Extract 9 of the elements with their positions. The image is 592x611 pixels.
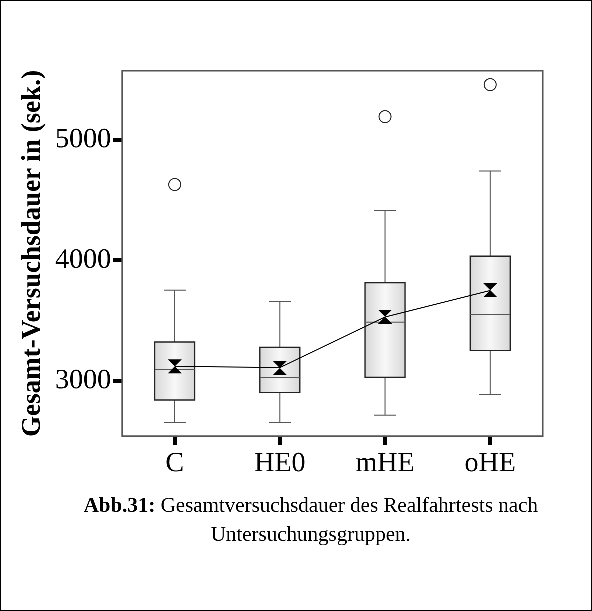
y-axis-title: Gesamt-Versuchsdauer in (sek.) [16,70,46,438]
caption: Abb.31: Gesamtversuchsdauer des Realfahrtests nach Untersuchungsgruppen. [84,493,538,546]
x-tick-label: HE0 [254,448,306,479]
x-tick-label: C [166,448,184,479]
y-tick-label: 4000 [55,244,112,275]
x-tick-label: mHE [356,448,415,479]
y-tick-label: 5000 [55,124,112,155]
y-tick-label: 3000 [55,364,112,396]
x-tick-label: oHE [464,448,516,479]
